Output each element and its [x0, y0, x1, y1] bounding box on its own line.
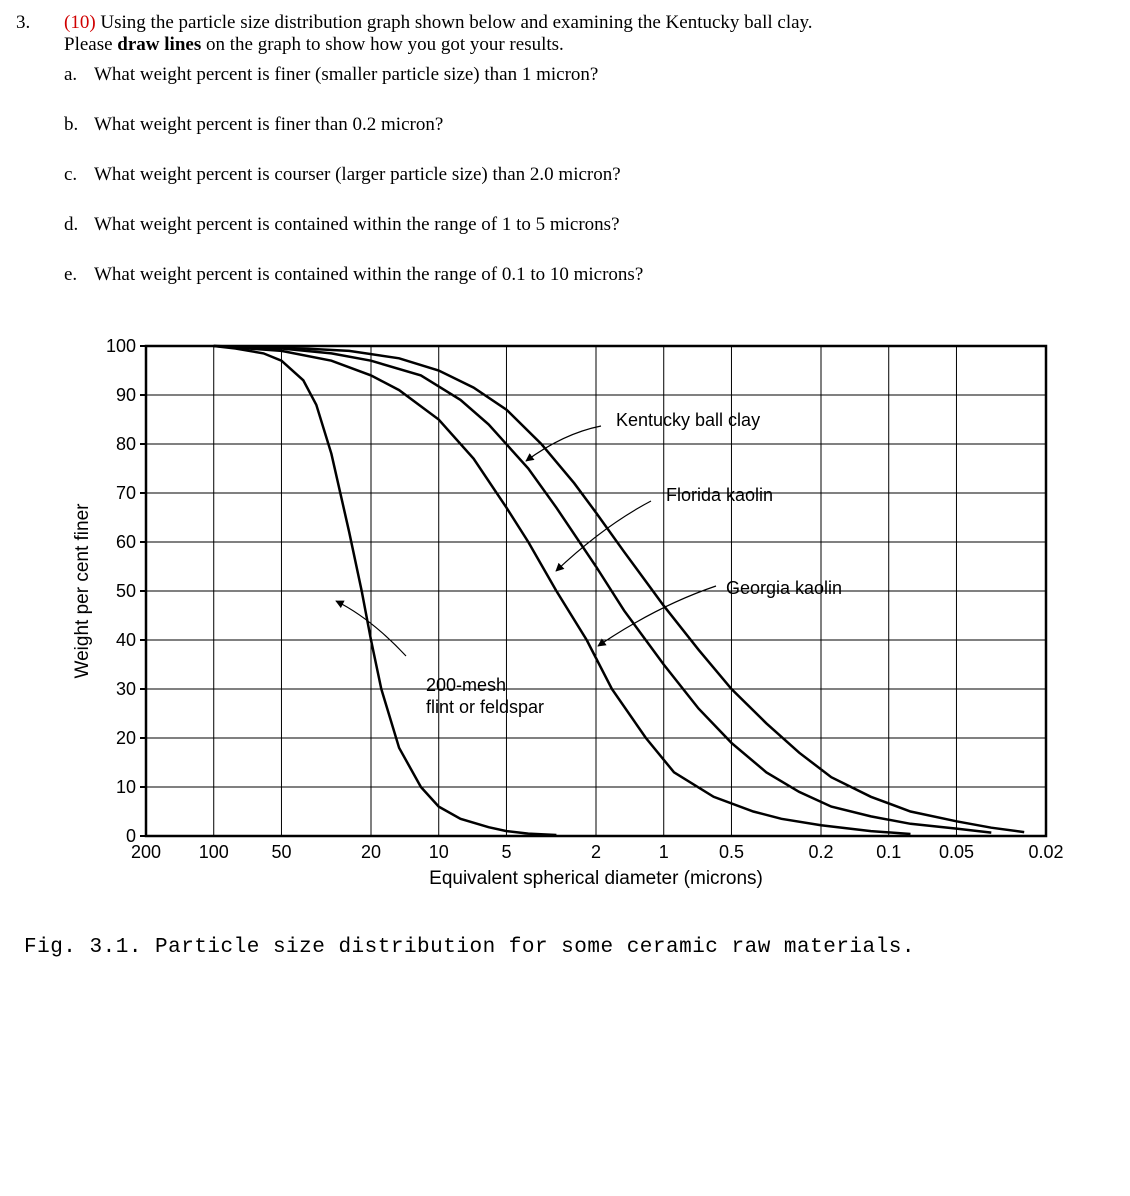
intro-line2-post: on the graph to show how you got your re…: [201, 34, 564, 55]
svg-text:Weight per cent finer: Weight per cent finer: [72, 503, 93, 679]
sub-text: What weight percent is contained within …: [94, 214, 620, 236]
sub-text: What weight percent is contained within …: [94, 264, 643, 286]
intro-main: Using the particle size distribution gra…: [96, 12, 813, 33]
svg-text:flint or feldspar: flint or feldspar: [426, 697, 544, 717]
svg-text:80: 80: [116, 434, 136, 454]
sub-letter: a.: [64, 64, 94, 86]
svg-text:50: 50: [116, 581, 136, 601]
sub-question-list: a. What weight percent is finer (smaller…: [64, 64, 1114, 286]
svg-text:Florida kaolin: Florida kaolin: [666, 485, 773, 505]
sub-letter: d.: [64, 214, 94, 236]
svg-text:100: 100: [106, 336, 136, 356]
svg-text:70: 70: [116, 483, 136, 503]
sub-item: d. What weight percent is contained with…: [64, 214, 1114, 236]
sub-text: What weight percent is finer (smaller pa…: [94, 64, 598, 86]
svg-text:0.5: 0.5: [719, 842, 744, 862]
svg-text:0.1: 0.1: [876, 842, 901, 862]
svg-text:5: 5: [501, 842, 511, 862]
chart-svg: 01020304050607080901002001005020105210.5…: [46, 326, 1086, 906]
problem-number: 3.: [16, 12, 64, 34]
sub-letter: e.: [64, 264, 94, 286]
svg-text:10: 10: [429, 842, 449, 862]
sub-item: a. What weight percent is finer (smaller…: [64, 64, 1114, 86]
sub-letter: b.: [64, 114, 94, 136]
points-label: (10): [64, 12, 96, 33]
intro-line2-pre: Please: [64, 34, 117, 55]
svg-text:60: 60: [116, 532, 136, 552]
svg-text:20: 20: [116, 728, 136, 748]
svg-text:40: 40: [116, 630, 136, 650]
svg-text:Georgia kaolin: Georgia kaolin: [726, 578, 842, 598]
sub-text: What weight percent is finer than 0.2 mi…: [94, 114, 443, 136]
problem-header: 3. (10) Using the particle size distribu…: [16, 12, 1114, 56]
svg-text:10: 10: [116, 777, 136, 797]
svg-text:0.2: 0.2: [808, 842, 833, 862]
sub-item: e. What weight percent is contained with…: [64, 264, 1114, 286]
sub-letter: c.: [64, 164, 94, 186]
svg-text:200-mesh: 200-mesh: [426, 675, 506, 695]
svg-text:0.05: 0.05: [939, 842, 974, 862]
sub-item: c. What weight percent is courser (large…: [64, 164, 1114, 186]
svg-text:Equivalent spherical diameter: Equivalent spherical diameter (microns): [429, 868, 763, 889]
figure-caption: Fig. 3.1. Particle size distribution for…: [24, 936, 1114, 959]
intro-line2-bold: draw lines: [117, 34, 201, 55]
svg-text:Kentucky ball clay: Kentucky ball clay: [616, 410, 760, 430]
svg-text:200: 200: [131, 842, 161, 862]
svg-text:50: 50: [271, 842, 291, 862]
particle-size-chart: 01020304050607080901002001005020105210.5…: [46, 326, 1114, 912]
svg-text:30: 30: [116, 679, 136, 699]
sub-text: What weight percent is courser (larger p…: [94, 164, 621, 186]
svg-text:100: 100: [199, 842, 229, 862]
svg-text:20: 20: [361, 842, 381, 862]
svg-text:90: 90: [116, 385, 136, 405]
svg-text:1: 1: [659, 842, 669, 862]
svg-text:0.02: 0.02: [1028, 842, 1063, 862]
problem-intro: (10) Using the particle size distributio…: [64, 12, 1114, 56]
sub-item: b. What weight percent is finer than 0.2…: [64, 114, 1114, 136]
svg-text:2: 2: [591, 842, 601, 862]
